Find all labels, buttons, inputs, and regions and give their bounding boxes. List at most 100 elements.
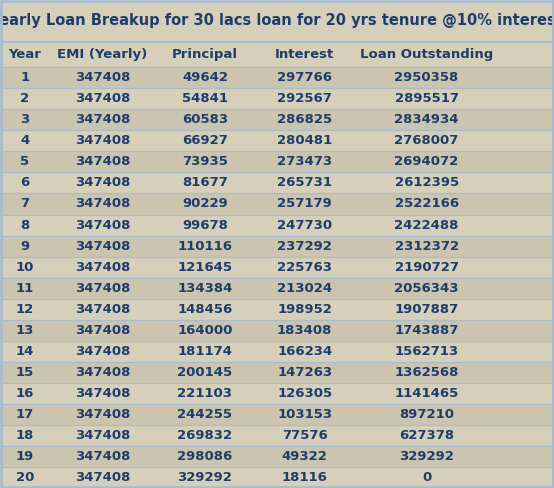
Text: 2522166: 2522166	[394, 198, 459, 210]
Text: 13: 13	[16, 324, 34, 337]
Bar	[0, 446, 554, 467]
Bar	[0, 404, 554, 425]
Bar	[0, 278, 554, 299]
Text: 298086: 298086	[177, 450, 233, 463]
Text: 126305: 126305	[277, 387, 332, 400]
Bar	[0, 341, 554, 362]
Bar	[0, 151, 554, 172]
Text: 77576: 77576	[282, 429, 327, 442]
Text: 347408: 347408	[75, 387, 130, 400]
Text: 121645: 121645	[177, 261, 233, 274]
Text: 11: 11	[16, 282, 34, 295]
Text: 2768007: 2768007	[394, 134, 459, 147]
Text: 20: 20	[16, 471, 34, 484]
Text: 147263: 147263	[277, 366, 332, 379]
Text: 897210: 897210	[399, 408, 454, 421]
Text: 273473: 273473	[277, 155, 332, 168]
Text: 2190727: 2190727	[394, 261, 459, 274]
Text: 66927: 66927	[182, 134, 228, 147]
Bar	[0, 130, 554, 151]
Text: 5: 5	[20, 155, 29, 168]
Text: Loan Outstanding: Loan Outstanding	[360, 48, 493, 61]
Text: 16: 16	[16, 387, 34, 400]
Text: 18116: 18116	[282, 471, 327, 484]
Text: 3: 3	[20, 113, 29, 126]
Text: 18: 18	[16, 429, 34, 442]
Text: 1562713: 1562713	[394, 345, 459, 358]
Text: 103153: 103153	[277, 408, 332, 421]
Text: 2056343: 2056343	[394, 282, 459, 295]
Bar	[0, 88, 554, 109]
Text: 347408: 347408	[75, 155, 130, 168]
Text: 257179: 257179	[278, 198, 332, 210]
Text: 2834934: 2834934	[394, 113, 459, 126]
Text: 181174: 181174	[177, 345, 233, 358]
Text: 2312372: 2312372	[394, 240, 459, 253]
Text: 225763: 225763	[277, 261, 332, 274]
Text: Interest: Interest	[275, 48, 334, 61]
Text: 1907887: 1907887	[394, 303, 459, 316]
Text: 134384: 134384	[177, 282, 233, 295]
Text: 244255: 244255	[177, 408, 233, 421]
Text: 2: 2	[20, 92, 29, 105]
Text: 347408: 347408	[75, 471, 130, 484]
Text: 347408: 347408	[75, 324, 130, 337]
Bar	[0, 67, 554, 88]
Text: 110116: 110116	[177, 240, 233, 253]
Text: 2895517: 2895517	[394, 92, 459, 105]
Text: EMI (Yearly): EMI (Yearly)	[58, 48, 147, 61]
Text: 347408: 347408	[75, 92, 130, 105]
Text: Year: Year	[8, 48, 42, 61]
Text: 2422488: 2422488	[394, 219, 459, 231]
Text: 347408: 347408	[75, 282, 130, 295]
Text: 269832: 269832	[177, 429, 233, 442]
Text: 347408: 347408	[75, 134, 130, 147]
Text: Principal: Principal	[172, 48, 238, 61]
Text: 627378: 627378	[399, 429, 454, 442]
Text: 292567: 292567	[277, 92, 332, 105]
Text: 7: 7	[20, 198, 29, 210]
Text: Yearly Loan Breakup for 30 lacs loan for 20 yrs tenure @10% interest: Yearly Loan Breakup for 30 lacs loan for…	[0, 13, 554, 28]
Text: 347408: 347408	[75, 345, 130, 358]
Text: 10: 10	[16, 261, 34, 274]
Text: 1362568: 1362568	[394, 366, 459, 379]
Text: 1: 1	[20, 71, 29, 84]
Text: 4: 4	[20, 134, 29, 147]
Text: 347408: 347408	[75, 219, 130, 231]
Text: 17: 17	[16, 408, 34, 421]
Text: 9: 9	[20, 240, 29, 253]
Text: 73935: 73935	[182, 155, 228, 168]
Text: 81677: 81677	[182, 177, 228, 189]
Text: 2612395: 2612395	[394, 177, 459, 189]
Text: 6: 6	[20, 177, 29, 189]
Bar	[0, 257, 554, 278]
Text: 221103: 221103	[177, 387, 233, 400]
Text: 286825: 286825	[277, 113, 332, 126]
Bar	[0, 362, 554, 383]
Text: 166234: 166234	[277, 345, 332, 358]
Text: 347408: 347408	[75, 71, 130, 84]
Text: 247730: 247730	[277, 219, 332, 231]
Text: 198952: 198952	[277, 303, 332, 316]
Text: 60583: 60583	[182, 113, 228, 126]
Text: 2950358: 2950358	[394, 71, 459, 84]
Text: 99678: 99678	[182, 219, 228, 231]
Bar	[0, 383, 554, 404]
Text: 347408: 347408	[75, 198, 130, 210]
Text: 237292: 237292	[277, 240, 332, 253]
Text: 265731: 265731	[277, 177, 332, 189]
Text: 14: 14	[16, 345, 34, 358]
Bar	[0, 109, 554, 130]
Text: 347408: 347408	[75, 177, 130, 189]
Text: 347408: 347408	[75, 240, 130, 253]
Text: 49642: 49642	[182, 71, 228, 84]
Text: 1743887: 1743887	[394, 324, 459, 337]
Text: 148456: 148456	[177, 303, 233, 316]
Bar	[0, 236, 554, 257]
Bar	[0, 299, 554, 320]
Text: 200145: 200145	[177, 366, 233, 379]
Text: 347408: 347408	[75, 261, 130, 274]
Text: 347408: 347408	[75, 113, 130, 126]
Text: 183408: 183408	[277, 324, 332, 337]
Text: 90229: 90229	[182, 198, 228, 210]
